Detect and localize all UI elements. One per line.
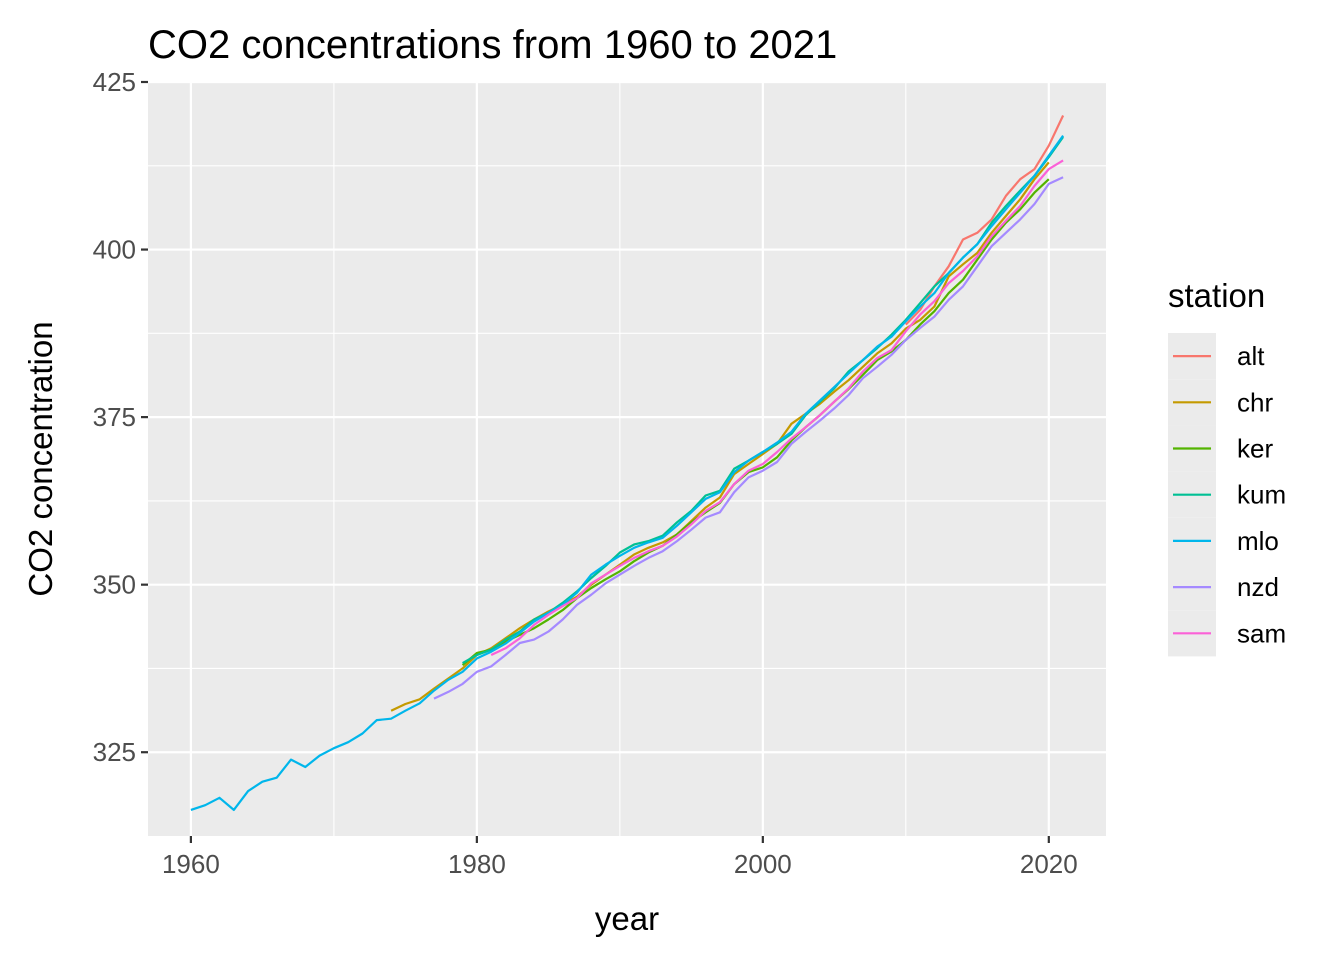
- series-line-mlo: [190, 134, 1064, 812]
- series-lines: [190, 115, 1065, 812]
- x-tick-label: 2000: [734, 849, 792, 879]
- legend-label-sam: sam: [1237, 618, 1286, 648]
- minor-gridlines: [148, 82, 1106, 836]
- x-axis: 1960 1980 2000 2020: [162, 836, 1078, 879]
- y-tick-label: 425: [93, 67, 136, 97]
- major-gridlines: [148, 80, 1106, 836]
- legend-label-ker: ker: [1237, 434, 1273, 464]
- plot-panel: [148, 82, 1106, 836]
- y-tick-label: 350: [93, 570, 136, 600]
- legend-label-kum: kum: [1237, 480, 1286, 510]
- y-axis: 325 350 375 400 425: [93, 67, 148, 767]
- x-axis-title: year: [595, 900, 659, 937]
- legend-label-mlo: mlo: [1237, 526, 1279, 556]
- series-line-nzd: [433, 176, 1064, 700]
- legend-label-nzd: nzd: [1237, 572, 1279, 602]
- legend: alt chr ker kum mlo nzd sam: [1168, 333, 1286, 657]
- series-line-sam: [490, 159, 1064, 656]
- series-line-ker: [461, 178, 1050, 666]
- x-tick-label: 1960: [162, 849, 220, 879]
- y-tick-label: 400: [93, 235, 136, 265]
- chart-title: CO2 concentrations from 1960 to 2021: [148, 23, 837, 67]
- legend-title: station: [1168, 277, 1265, 314]
- legend-label-alt: alt: [1237, 341, 1265, 371]
- x-tick-label: 2020: [1020, 849, 1078, 879]
- legend-label-chr: chr: [1237, 387, 1273, 417]
- y-tick-label: 325: [93, 737, 136, 767]
- y-tick-label: 375: [93, 402, 136, 432]
- x-tick-label: 1980: [448, 849, 506, 879]
- y-axis-title: CO2 concentration: [22, 321, 59, 596]
